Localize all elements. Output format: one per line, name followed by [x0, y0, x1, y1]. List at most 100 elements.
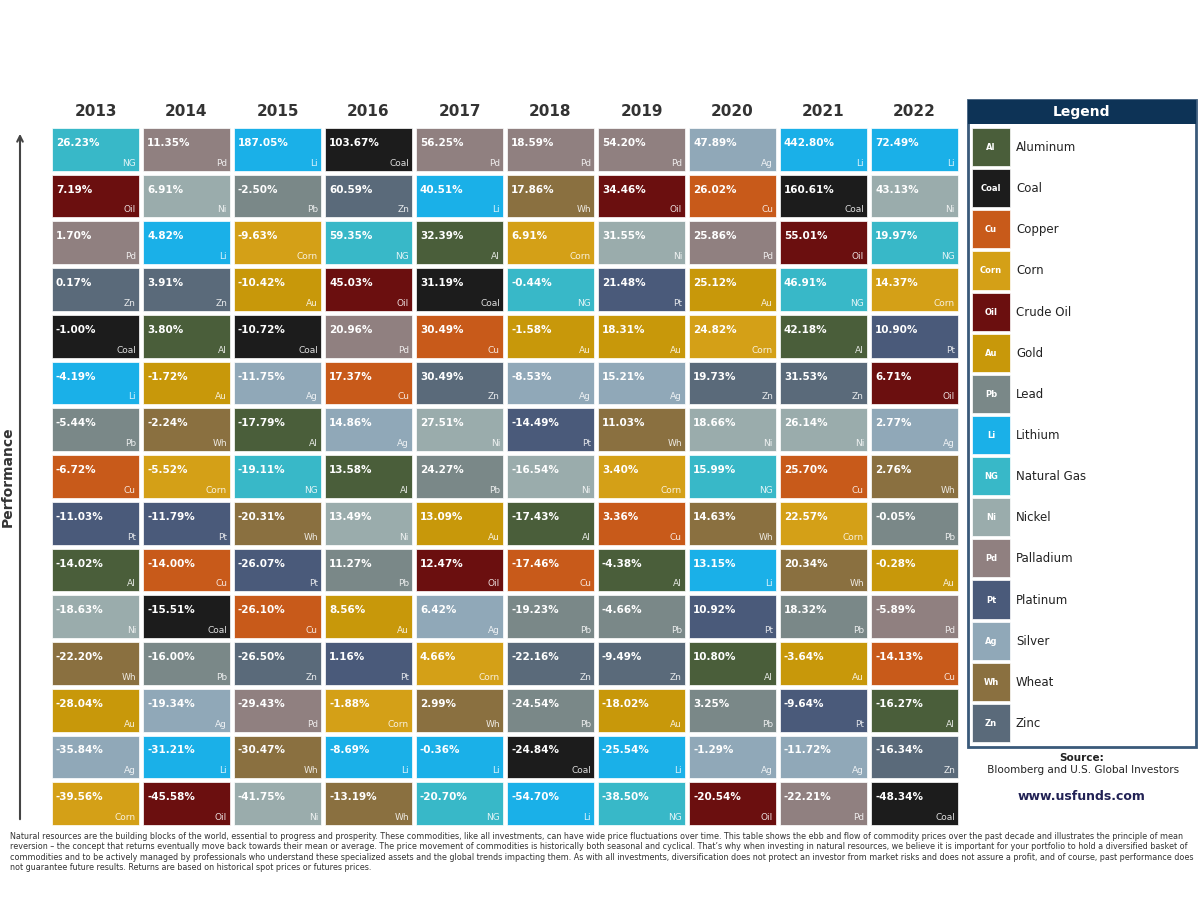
Text: Pd: Pd: [307, 719, 318, 729]
Text: 4.66%: 4.66%: [420, 652, 456, 662]
Text: Coal: Coal: [298, 346, 318, 354]
Text: 43.13%: 43.13%: [875, 184, 919, 194]
Bar: [598, 782, 685, 825]
Bar: [52, 642, 139, 685]
Bar: [508, 736, 594, 778]
Bar: [52, 315, 139, 358]
Text: Natural resources are the building blocks of the world, essential to progress an: Natural resources are the building block…: [10, 832, 1194, 872]
Text: -16.27%: -16.27%: [875, 698, 923, 708]
Text: Zn: Zn: [215, 299, 227, 308]
Text: Silver: Silver: [1016, 635, 1049, 647]
Text: Legend: Legend: [1054, 105, 1111, 119]
Text: Coal: Coal: [480, 299, 500, 308]
Text: Ni: Ni: [763, 439, 773, 448]
Text: Wh: Wh: [121, 673, 136, 682]
Text: Pt: Pt: [218, 532, 227, 541]
Text: Wh: Wh: [576, 205, 592, 215]
Text: Palladium: Palladium: [1016, 552, 1074, 565]
Text: Oil: Oil: [943, 393, 955, 402]
Text: -10.42%: -10.42%: [238, 278, 286, 289]
Text: -11.79%: -11.79%: [148, 512, 194, 522]
Text: 26.02%: 26.02%: [694, 184, 737, 194]
Text: 2017: 2017: [438, 104, 481, 120]
Bar: [143, 736, 230, 778]
Text: -19.23%: -19.23%: [511, 605, 559, 615]
Text: 45.03%: 45.03%: [329, 278, 373, 289]
Text: -20.54%: -20.54%: [694, 792, 740, 803]
Bar: [972, 540, 1010, 577]
Text: Oil: Oil: [852, 252, 864, 261]
Bar: [972, 375, 1010, 413]
Text: Bloomberg and U.S. Global Investors: Bloomberg and U.S. Global Investors: [984, 765, 1180, 775]
Bar: [598, 502, 685, 544]
Bar: [143, 268, 230, 311]
Bar: [968, 100, 1196, 747]
Bar: [689, 595, 776, 638]
Text: 42.18%: 42.18%: [784, 325, 828, 335]
Text: 13.09%: 13.09%: [420, 512, 463, 522]
Text: 2021: 2021: [802, 104, 845, 120]
Text: -28.04%: -28.04%: [56, 698, 104, 708]
Text: 2020: 2020: [712, 104, 754, 120]
Bar: [871, 502, 958, 544]
Text: -9.64%: -9.64%: [784, 698, 824, 708]
Text: Al: Al: [491, 252, 500, 261]
Text: Lead: Lead: [1016, 388, 1044, 401]
Bar: [871, 642, 958, 685]
Text: Zn: Zn: [488, 393, 500, 402]
Text: Al: Al: [401, 486, 409, 495]
Bar: [871, 362, 958, 404]
Text: 442.80%: 442.80%: [784, 138, 835, 148]
Text: -4.66%: -4.66%: [602, 605, 643, 615]
Text: -11.72%: -11.72%: [784, 746, 832, 755]
Bar: [416, 315, 503, 358]
Bar: [416, 549, 503, 592]
Text: -14.02%: -14.02%: [56, 559, 104, 569]
Bar: [871, 268, 958, 311]
Text: Wh: Wh: [304, 766, 318, 775]
Text: 13.15%: 13.15%: [694, 559, 737, 569]
Text: Au: Au: [670, 346, 682, 354]
Text: 2013: 2013: [74, 104, 116, 120]
Text: 40.51%: 40.51%: [420, 184, 463, 194]
Text: 2014: 2014: [166, 104, 208, 120]
Bar: [780, 642, 866, 685]
Bar: [325, 736, 412, 778]
Text: NG: NG: [577, 299, 592, 308]
Bar: [52, 362, 139, 404]
Text: 2.99%: 2.99%: [420, 698, 456, 708]
Text: 103.67%: 103.67%: [329, 138, 380, 148]
Text: 3.25%: 3.25%: [694, 698, 730, 708]
Text: Cu: Cu: [985, 226, 997, 235]
Text: 17.86%: 17.86%: [511, 184, 554, 194]
Text: 0.17%: 0.17%: [56, 278, 92, 289]
Bar: [972, 333, 1010, 372]
Text: Ag: Ag: [580, 393, 592, 402]
Text: 60.59%: 60.59%: [329, 184, 372, 194]
Text: Copper: Copper: [1016, 224, 1058, 236]
Bar: [780, 174, 866, 217]
Text: Al: Al: [947, 719, 955, 729]
Text: www.usfunds.com: www.usfunds.com: [1018, 791, 1146, 803]
Text: Wh: Wh: [941, 486, 955, 495]
Bar: [325, 456, 412, 498]
Text: 20.96%: 20.96%: [329, 325, 372, 335]
Text: Li: Li: [674, 766, 682, 775]
Text: 31.19%: 31.19%: [420, 278, 463, 289]
Text: -30.47%: -30.47%: [238, 746, 286, 755]
Text: Pd: Pd: [125, 252, 136, 261]
Text: -13.19%: -13.19%: [329, 792, 377, 803]
Text: 32.39%: 32.39%: [420, 231, 463, 241]
Text: 15.99%: 15.99%: [694, 465, 737, 475]
Bar: [598, 549, 685, 592]
Text: 46.91%: 46.91%: [784, 278, 828, 289]
Text: 20.34%: 20.34%: [784, 559, 828, 569]
Text: 10.92%: 10.92%: [694, 605, 737, 615]
Text: -0.44%: -0.44%: [511, 278, 552, 289]
Text: 7.19%: 7.19%: [56, 184, 92, 194]
Bar: [143, 456, 230, 498]
Text: Cu: Cu: [580, 580, 592, 588]
Text: Pd: Pd: [671, 159, 682, 168]
Text: Zn: Zn: [306, 673, 318, 682]
Bar: [416, 688, 503, 731]
